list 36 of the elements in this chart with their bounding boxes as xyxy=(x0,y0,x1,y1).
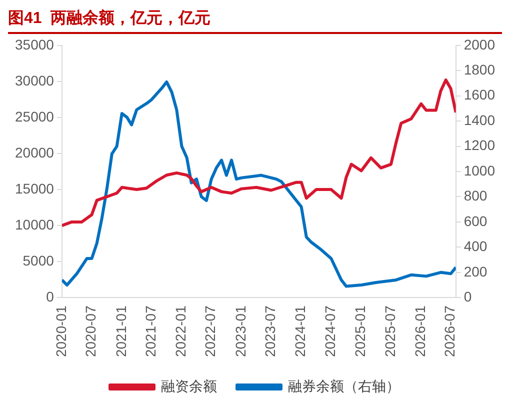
x-tick-label: 2024-07 xyxy=(322,305,338,358)
x-tick-label: 2025-01 xyxy=(352,305,368,358)
y-tick-label: 25000 xyxy=(14,108,54,124)
y2-tick-label: 0 xyxy=(464,288,472,304)
y-tick-label: 20000 xyxy=(14,144,54,160)
x-tick-label: 2022-01 xyxy=(172,305,189,358)
y-tick-label: 15000 xyxy=(14,180,54,196)
y-tick-label: 30000 xyxy=(14,72,54,88)
x-tick-label: 2021-01 xyxy=(112,305,129,358)
y-tick-label: 5000 xyxy=(22,252,54,268)
x-tick-label: 2025-07 xyxy=(382,305,398,358)
y2-tick-label: 1600 xyxy=(464,86,496,103)
y-tick-label: 35000 xyxy=(14,36,54,52)
y2-tick-label: 200 xyxy=(464,263,488,280)
y2-tick-label: 800 xyxy=(464,188,488,204)
y2-tick-label: 2000 xyxy=(464,36,496,52)
x-tick-label: 2020-07 xyxy=(82,305,99,358)
x-tick-label: 2024-01 xyxy=(292,305,308,358)
x-tick-label: 2023-07 xyxy=(262,305,278,358)
y2-tick-label: 1400 xyxy=(464,112,496,128)
y-tick-label: 0 xyxy=(46,288,54,304)
x-tick-label: 2026-07 xyxy=(442,305,458,358)
legend-label: 融券余额（右轴） xyxy=(288,378,400,394)
y-tick-label: 10000 xyxy=(14,216,54,232)
x-tick-label: 2026-01 xyxy=(412,305,428,358)
y2-tick-label: 1000 xyxy=(464,162,496,178)
chart-title: 图41 两融余额，亿元，亿元 xyxy=(8,8,502,34)
y2-tick-label: 400 xyxy=(464,238,488,254)
legend-label: 融资余额 xyxy=(161,378,217,394)
x-tick-label: 2022-07 xyxy=(202,305,218,358)
y2-tick-label: 1800 xyxy=(464,61,496,78)
x-tick-label: 2021-07 xyxy=(142,305,158,358)
x-tick-label: 2023-01 xyxy=(232,305,248,358)
y2-tick-label: 600 xyxy=(464,212,488,229)
x-tick-label: 2020-01 xyxy=(52,305,69,358)
y2-tick-label: 1200 xyxy=(464,137,496,154)
